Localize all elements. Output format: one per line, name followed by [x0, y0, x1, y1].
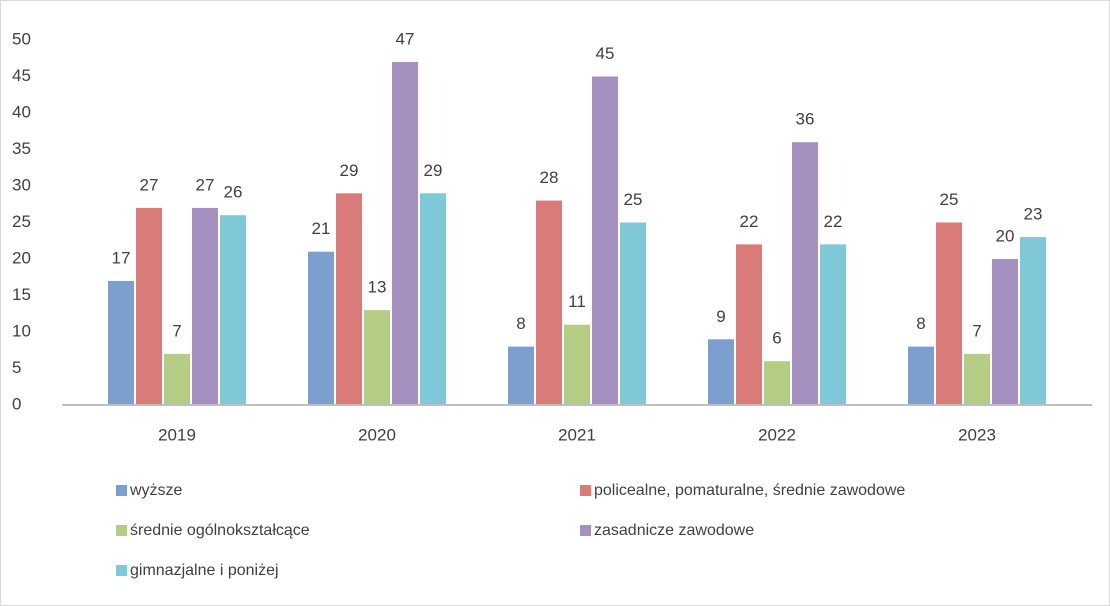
bar	[364, 310, 390, 405]
value-label: 6	[772, 329, 781, 348]
value-label: 47	[396, 29, 415, 48]
x-tick-label: 2020	[358, 425, 396, 444]
bar	[336, 193, 362, 405]
bar	[792, 142, 818, 405]
value-label: 29	[424, 161, 443, 180]
legend-swatch	[580, 525, 591, 536]
bar	[536, 200, 562, 405]
x-tick-label: 2019	[158, 425, 196, 444]
value-label: 8	[516, 314, 525, 333]
bar	[564, 324, 590, 405]
value-label: 13	[368, 278, 387, 297]
value-label: 25	[624, 190, 643, 209]
value-label: 7	[172, 321, 181, 340]
value-label: 21	[312, 219, 331, 238]
legend-label: zasadnicze zawodowe	[594, 522, 754, 539]
y-tick-label: 50	[12, 29, 31, 48]
legend-swatch	[116, 565, 127, 576]
y-tick-label: 30	[12, 175, 31, 194]
bar	[1020, 237, 1046, 405]
legend-label: średnie ogólnokształcące	[130, 522, 310, 539]
legend-label: gimnazjalne i poniżej	[130, 562, 279, 579]
bar	[936, 222, 962, 405]
value-label: 22	[824, 212, 843, 231]
bar	[164, 353, 190, 405]
legend-label: wyższe	[129, 482, 183, 499]
bar	[420, 193, 446, 405]
value-label: 26	[224, 183, 243, 202]
y-tick-label: 40	[12, 102, 31, 121]
y-tick-label: 0	[12, 394, 21, 413]
legend-swatch	[116, 485, 127, 496]
bar	[620, 222, 646, 405]
bar	[736, 244, 762, 405]
value-label: 36	[796, 110, 815, 129]
value-label: 20	[996, 226, 1015, 245]
value-label: 11	[568, 292, 586, 311]
x-tick-label: 2021	[558, 425, 596, 444]
bar	[392, 61, 418, 406]
bar	[308, 251, 334, 405]
bar	[708, 339, 734, 405]
legend-label: policealne, pomaturalne, średnie zawodow…	[594, 482, 905, 499]
legend-swatch	[116, 525, 127, 536]
value-label: 8	[916, 314, 925, 333]
bar	[136, 207, 162, 405]
y-tick-label: 10	[12, 321, 31, 340]
value-label: 29	[340, 161, 359, 180]
value-label: 27	[140, 175, 159, 194]
value-label: 23	[1024, 205, 1043, 224]
bar	[220, 215, 246, 405]
value-label: 45	[596, 44, 615, 63]
bar	[820, 244, 846, 405]
bar	[992, 259, 1018, 405]
y-tick-label: 45	[12, 66, 31, 85]
value-label: 7	[972, 321, 981, 340]
bar	[764, 361, 790, 405]
value-label: 22	[740, 212, 759, 231]
x-tick-label: 2022	[758, 425, 796, 444]
y-tick-label: 15	[12, 285, 31, 304]
bar	[192, 207, 218, 405]
legend-swatch	[580, 485, 591, 496]
value-label: 28	[540, 168, 559, 187]
bar	[964, 353, 990, 405]
value-label: 9	[716, 307, 725, 326]
y-tick-label: 35	[12, 139, 31, 158]
bar	[108, 280, 134, 405]
bar	[508, 346, 534, 405]
value-label: 27	[196, 175, 215, 194]
bar	[592, 76, 618, 405]
y-tick-label: 5	[12, 358, 21, 377]
y-tick-label: 20	[12, 248, 31, 267]
y-tick-label: 25	[12, 212, 31, 231]
value-label: 25	[940, 190, 959, 209]
value-label: 17	[112, 248, 131, 267]
bar	[908, 346, 934, 405]
x-tick-label: 2023	[958, 425, 996, 444]
